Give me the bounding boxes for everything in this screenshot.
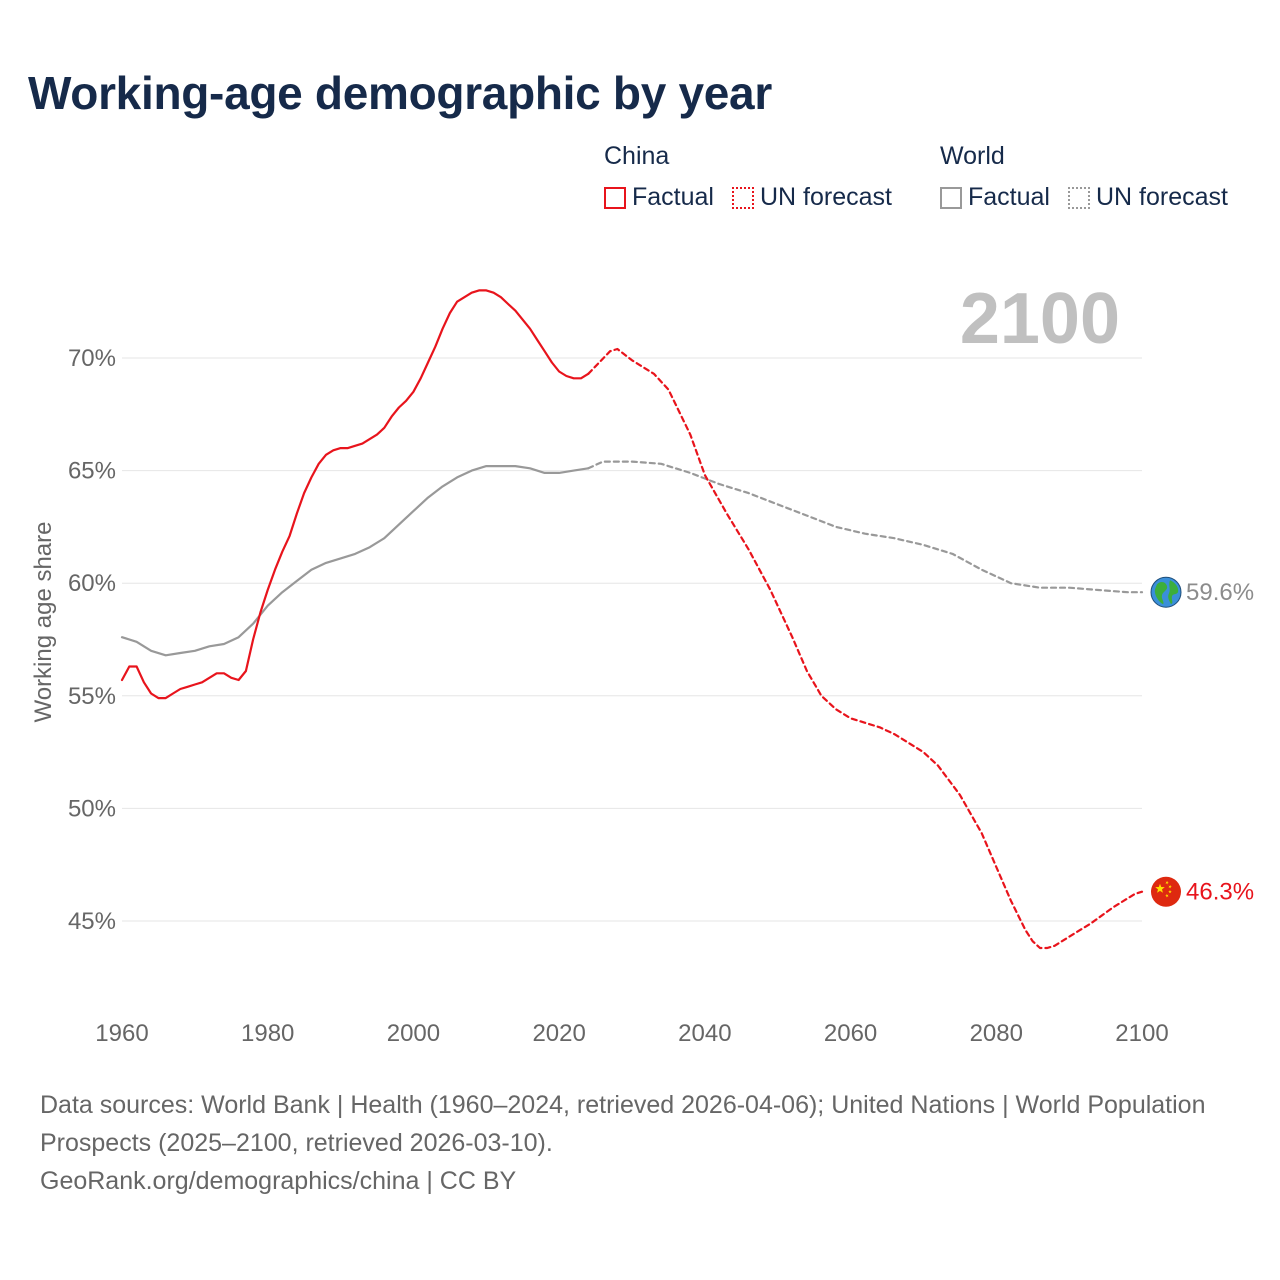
x-tick-label: 1980 [241,1020,294,1047]
china-end-label: 46.3% [1186,879,1254,906]
world-factual-line [120,465,590,657]
x-tick-label: 1960 [95,1020,148,1047]
legend-heading-world: World [940,142,1005,170]
legend-item-china-factual[interactable]: Factual [604,183,714,212]
chart-title: Working-age demographic by year [28,67,772,119]
legend-label-china-factual: Factual [632,183,714,211]
x-tick-label: 2080 [970,1020,1023,1047]
credit-link[interactable]: GeoRank.org/demographics/china | CC BY [40,1167,517,1195]
legend-item-world-factual[interactable]: Factual [940,183,1050,212]
x-axis-ticks: 1960 1980 2000 2020 2040 2060 2080 2100 [95,1020,1168,1047]
x-tick-label: 2000 [387,1020,440,1047]
x-tick-label: 2020 [532,1020,585,1047]
legend-label-world-forecast: UN forecast [1095,183,1228,211]
legend-swatch-china-forecast [731,186,754,209]
y-tick-label: 60% [68,570,116,597]
data-sources: Data sources: World Bank | Health (1960–… [40,1091,1206,1157]
series-lines [120,289,1144,950]
legend-group-china: China Factual UN forecast [604,142,892,212]
legend-swatch-world-forecast [1067,186,1090,209]
series-endpoints: 46.3% 59.6% [1150,576,1254,907]
legend-item-china-forecast[interactable]: UN forecast [731,183,892,212]
gridlines [122,357,1142,922]
legend-swatch-china-factual [604,186,626,209]
year-watermark: 2100 [960,279,1120,359]
world-forecast-line [587,460,1144,594]
legend-label-china-forecast: UN forecast [759,183,892,211]
footer: Data sources: World Bank | Health (1960–… [40,1086,1240,1200]
legend-heading-china: China [604,142,670,170]
x-tick-label: 2060 [824,1020,877,1047]
china-factual-line [120,289,590,700]
world-globe-icon [1150,576,1182,608]
china-flag-icon [1151,876,1181,907]
y-tick-label: 50% [68,795,116,822]
y-axis-label: Working age share [30,522,57,723]
legend-group-world: World Factual UN forecast [940,142,1228,212]
y-tick-label: 45% [68,908,116,935]
china-forecast-line [587,347,1144,950]
y-tick-label: 70% [68,345,116,372]
legend-swatch-world-factual [940,186,962,209]
line-chart: 2100 45% 50% 55% 60% 65% 70% 1960 1980 2000 2020… [30,279,1254,1047]
y-tick-label: 55% [68,683,116,710]
x-tick-label: 2100 [1115,1020,1168,1047]
x-tick-label: 2040 [678,1020,731,1047]
world-end-label: 59.6% [1186,579,1254,606]
y-axis-ticks: 45% 50% 55% 60% 65% 70% [68,345,116,935]
legend-label-world-factual: Factual [968,183,1050,211]
y-tick-label: 65% [68,458,116,485]
legend-item-world-forecast[interactable]: UN forecast [1067,183,1228,212]
